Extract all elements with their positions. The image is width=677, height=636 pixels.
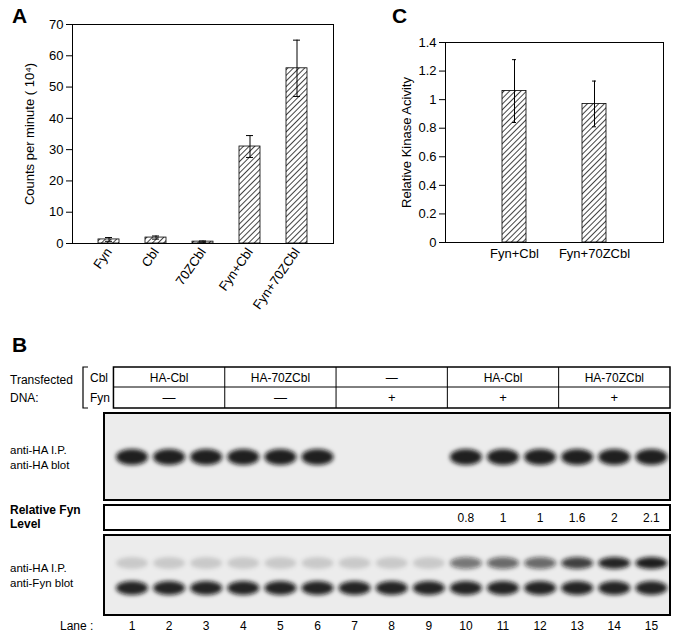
svg-text:HA-70ZCbl: HA-70ZCbl [251,371,310,385]
svg-text:Relative Kinase Acivity: Relative Kinase Acivity [399,77,414,208]
svg-text:1: 1 [429,92,436,107]
svg-text:1.6: 1.6 [569,511,586,525]
svg-text:—: — [274,390,287,405]
svg-text:1: 1 [500,511,507,525]
svg-text:Fyn+70ZCbl: Fyn+70ZCbl [559,246,630,261]
svg-text:2: 2 [611,511,618,525]
svg-text:11: 11 [497,619,510,633]
svg-text:12: 12 [533,619,547,633]
svg-text:0.6: 0.6 [418,149,436,164]
svg-text:5: 5 [277,619,284,633]
html-text:A: A [12,4,28,27]
svg-text:anti-Fyn blot: anti-Fyn blot [10,577,74,589]
svg-text:+: + [499,390,507,405]
svg-text:20: 20 [49,173,63,188]
svg-text:Fyn: Fyn [90,391,110,405]
svg-text:0.4: 0.4 [418,178,436,193]
svg-text:50: 50 [49,79,63,94]
svg-text:Counts per minute ( 10⁴): Counts per minute ( 10⁴) [22,63,37,205]
svg-text:Transfected: Transfected [10,373,73,387]
svg-text:8: 8 [388,619,395,633]
svg-text:14: 14 [608,619,622,633]
svg-text:60: 60 [49,48,63,63]
svg-text:2: 2 [166,619,173,633]
svg-text:+: + [388,390,396,405]
svg-text:anti-HA I.P.: anti-HA I.P. [10,562,67,574]
svg-text:1: 1 [129,619,136,633]
svg-text:0.8: 0.8 [458,511,475,525]
svg-text:Relative Fyn: Relative Fyn [10,503,81,517]
svg-text:1: 1 [537,511,544,525]
svg-text:Cbl: Cbl [138,245,162,270]
svg-text:6: 6 [314,619,321,633]
svg-text:—: — [386,371,398,385]
svg-text:9: 9 [425,619,432,633]
svg-text:anti-HA I.P.: anti-HA I.P. [10,444,67,456]
svg-text:40: 40 [49,111,63,126]
svg-text:HA-70ZCbl: HA-70ZCbl [585,371,644,385]
svg-text:1.4: 1.4 [418,35,436,50]
svg-text:30: 30 [49,142,63,157]
svg-text:2.1: 2.1 [643,511,660,525]
svg-text:Level: Level [10,517,41,531]
svg-text:0: 0 [56,236,63,251]
svg-text:HA-Cbl: HA-Cbl [150,371,189,385]
svg-text:1.2: 1.2 [418,63,436,78]
svg-text:Fyn: Fyn [90,245,115,271]
svg-text:0.2: 0.2 [418,206,436,221]
svg-text:Fyn+Cbl: Fyn+Cbl [216,245,256,294]
svg-text:4: 4 [240,619,247,633]
svg-text:anti-HA blot: anti-HA blot [10,459,70,471]
svg-text:70: 70 [49,17,63,32]
svg-text:10: 10 [459,619,473,633]
html-text:C: C [392,4,408,27]
svg-text:3: 3 [203,619,210,633]
svg-text:10: 10 [49,204,63,219]
svg-text:—: — [163,390,176,405]
svg-text:13: 13 [571,619,585,633]
svg-text:Cbl: Cbl [90,371,108,385]
svg-text:Lane :: Lane : [60,619,93,633]
svg-text:DNA:: DNA: [10,391,39,405]
svg-text:HA-Cbl: HA-Cbl [484,371,523,385]
svg-text:Fyn+Cbl: Fyn+Cbl [490,246,539,261]
html-text:B: B [12,333,28,356]
svg-text:Fyn+70ZCbl: Fyn+70ZCbl [250,245,303,312]
svg-text:0.8: 0.8 [418,120,436,135]
svg-text:0: 0 [429,235,436,250]
svg-text:15: 15 [645,619,659,633]
svg-text:70ZCbl: 70ZCbl [173,245,209,288]
svg-text:+: + [611,390,619,405]
svg-text:7: 7 [351,619,358,633]
